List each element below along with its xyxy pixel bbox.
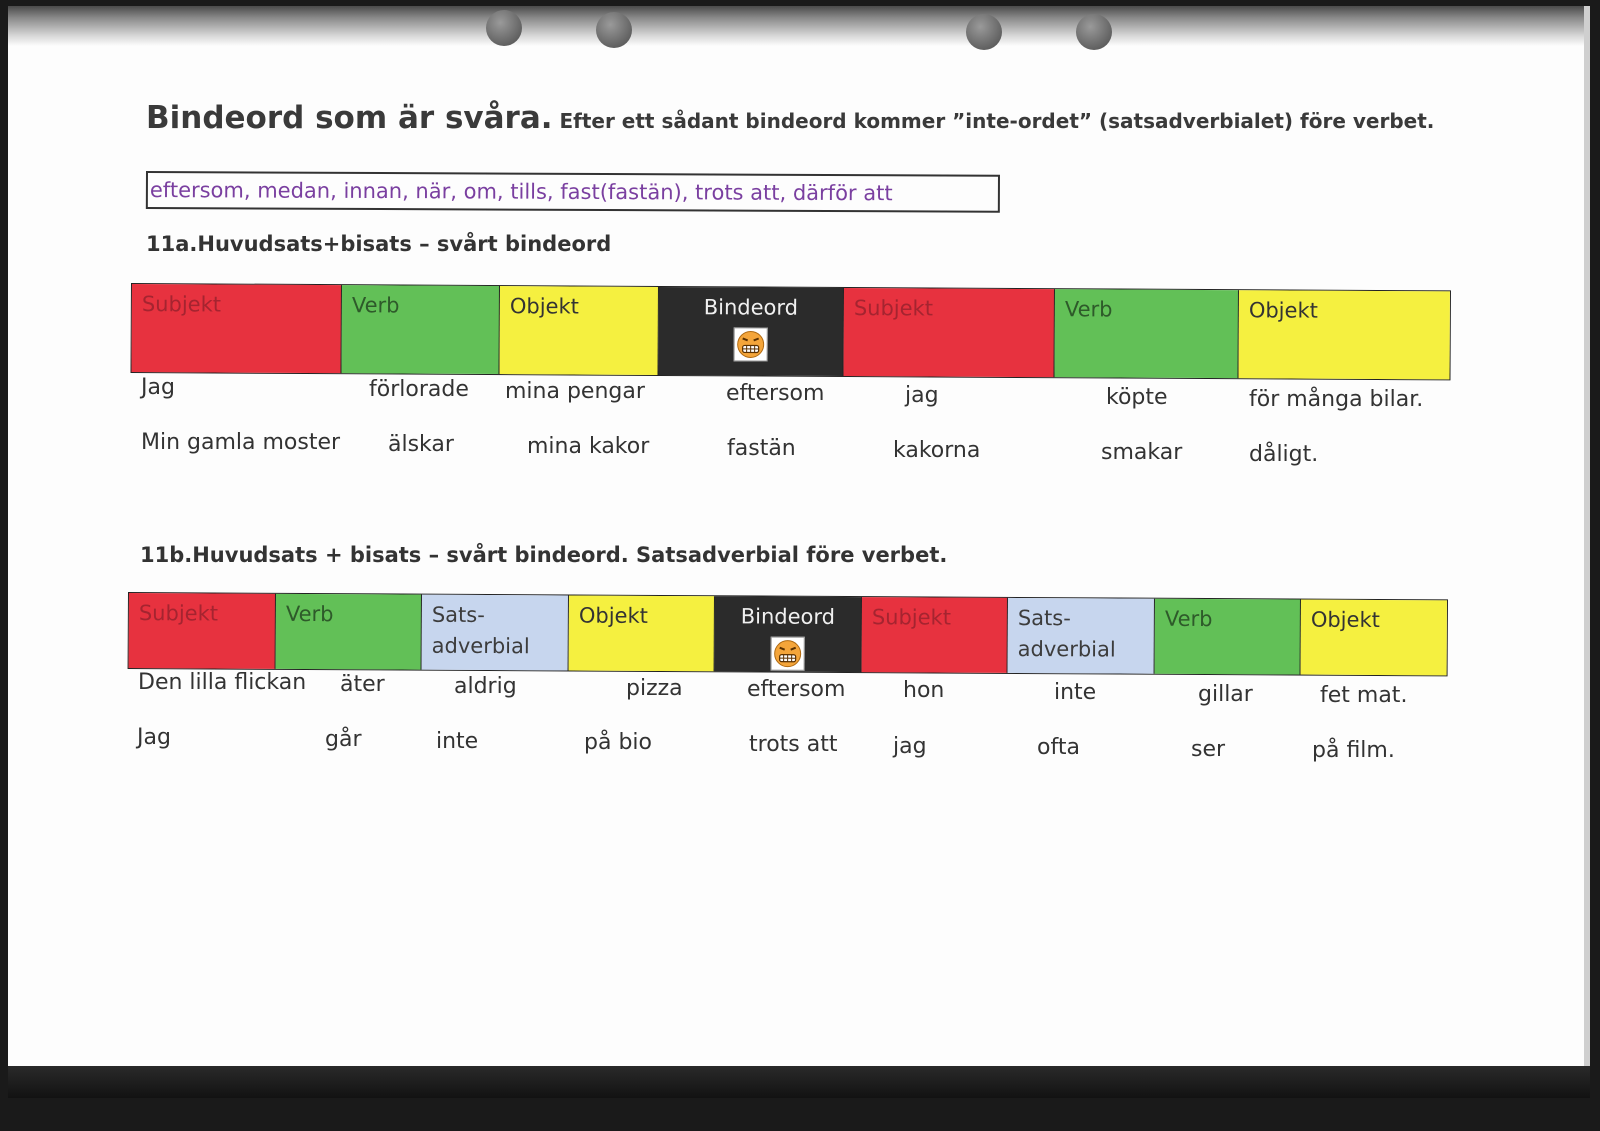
header-satsadverbial: Sats- adverbial bbox=[1007, 597, 1155, 674]
section-b-row2-word: går bbox=[325, 727, 362, 752]
header-verb: Verb bbox=[341, 285, 500, 375]
title-main: Bindeord som är svåra. bbox=[146, 100, 553, 136]
section-a-row2-word: älskar bbox=[388, 432, 454, 457]
scanned-page: Bindeord som är svåra. Efter ett sådant … bbox=[8, 6, 1590, 1098]
header-subjekt: Subjekt bbox=[131, 284, 342, 374]
section-b-row1-word: fet mat. bbox=[1320, 683, 1408, 708]
header-bindeord: Bindeord bbox=[658, 286, 844, 376]
scan-top-shadow bbox=[8, 6, 1590, 46]
section-a-row2-word: smakar bbox=[1101, 440, 1183, 465]
section-b-row1-word: hon bbox=[903, 678, 945, 703]
section-a-header-band: Subjekt Verb Objekt Bindeord Subjekt Ver… bbox=[130, 283, 1451, 381]
punch-hole bbox=[1076, 14, 1112, 50]
section-b-header-band: Subjekt Verb Sats- adverbial Objekt Bind… bbox=[127, 592, 1448, 677]
section-b-row1-word: gillar bbox=[1198, 682, 1253, 707]
section-b-row2-word: på bio bbox=[584, 730, 652, 755]
header-subjekt: Subjekt bbox=[861, 597, 1008, 673]
scan-right-edge bbox=[1584, 6, 1590, 1098]
header-verb: Verb bbox=[1154, 598, 1301, 675]
section-a-row2-word: kakorna bbox=[893, 438, 981, 463]
section-a-row1-word: jag bbox=[905, 383, 939, 408]
title-sub: Efter ett sådant bindeord kommer ”inte-o… bbox=[552, 109, 1435, 133]
section-b-row1-word: Den lilla flickan bbox=[138, 670, 307, 695]
grimacing-angry-face-icon bbox=[733, 327, 768, 362]
header-objekt: Objekt bbox=[1300, 599, 1447, 676]
section-a-row1-word: för många bilar. bbox=[1249, 387, 1424, 412]
section-a-row1-word: köpte bbox=[1106, 385, 1168, 410]
section-b-row1-word: pizza bbox=[626, 676, 683, 701]
header-objekt: Objekt bbox=[499, 286, 659, 375]
header-bindeord: Bindeord bbox=[714, 596, 862, 673]
section-a-row2-word: mina kakor bbox=[527, 434, 650, 459]
punch-hole bbox=[486, 10, 522, 46]
section-a-row2-word: Min gamla moster bbox=[141, 430, 341, 455]
punch-hole bbox=[596, 12, 632, 48]
section-a-row1-word: mina pengar bbox=[505, 379, 645, 404]
section-a-heading: 11a.Huvudsats+bisats – svårt bindeord bbox=[146, 232, 612, 256]
section-b-row1-word: äter bbox=[340, 672, 385, 697]
section-b-row1-word: eftersom bbox=[747, 677, 846, 702]
punch-hole bbox=[966, 14, 1002, 50]
section-b-row2-word: Jag bbox=[137, 725, 171, 750]
section-b-heading: 11b.Huvudsats + bisats – svårt bindeord.… bbox=[140, 543, 948, 567]
section-b-row2-word: ofta bbox=[1037, 735, 1080, 760]
header-verb: Verb bbox=[1054, 289, 1239, 379]
section-a-row2-word: dåligt. bbox=[1249, 442, 1319, 467]
scan-bottom-strip bbox=[8, 1066, 1590, 1098]
section-b-row2-word: jag bbox=[893, 734, 927, 759]
conjunction-list-box: eftersom, medan, innan, när, om, tills, … bbox=[145, 171, 1000, 213]
section-b-row1-word: inte bbox=[1054, 680, 1097, 705]
section-b-row2-word: ser bbox=[1191, 737, 1226, 762]
header-verb: Verb bbox=[275, 593, 422, 670]
section-b-row2-word: trots att bbox=[749, 732, 838, 757]
section-b-row2-word: inte bbox=[436, 729, 479, 754]
section-a-row1-word: förlorade bbox=[369, 377, 469, 402]
section-b-row2-word: på film. bbox=[1312, 738, 1395, 763]
header-objekt: Objekt bbox=[568, 595, 715, 672]
section-a-row1-word: Jag bbox=[141, 375, 175, 400]
page-title: Bindeord som är svåra. Efter ett sådant … bbox=[146, 100, 1434, 136]
section-a-row1-word: eftersom bbox=[726, 381, 825, 406]
section-b-row1-word: aldrig bbox=[454, 674, 517, 699]
header-objekt: Objekt bbox=[1238, 290, 1450, 380]
header-satsadverbial: Sats- adverbial bbox=[421, 594, 569, 671]
header-subjekt: Subjekt bbox=[843, 287, 1055, 378]
section-a-row2-word: fastän bbox=[727, 436, 796, 461]
header-subjekt: Subjekt bbox=[128, 593, 276, 669]
grimacing-angry-face-icon bbox=[770, 636, 805, 671]
